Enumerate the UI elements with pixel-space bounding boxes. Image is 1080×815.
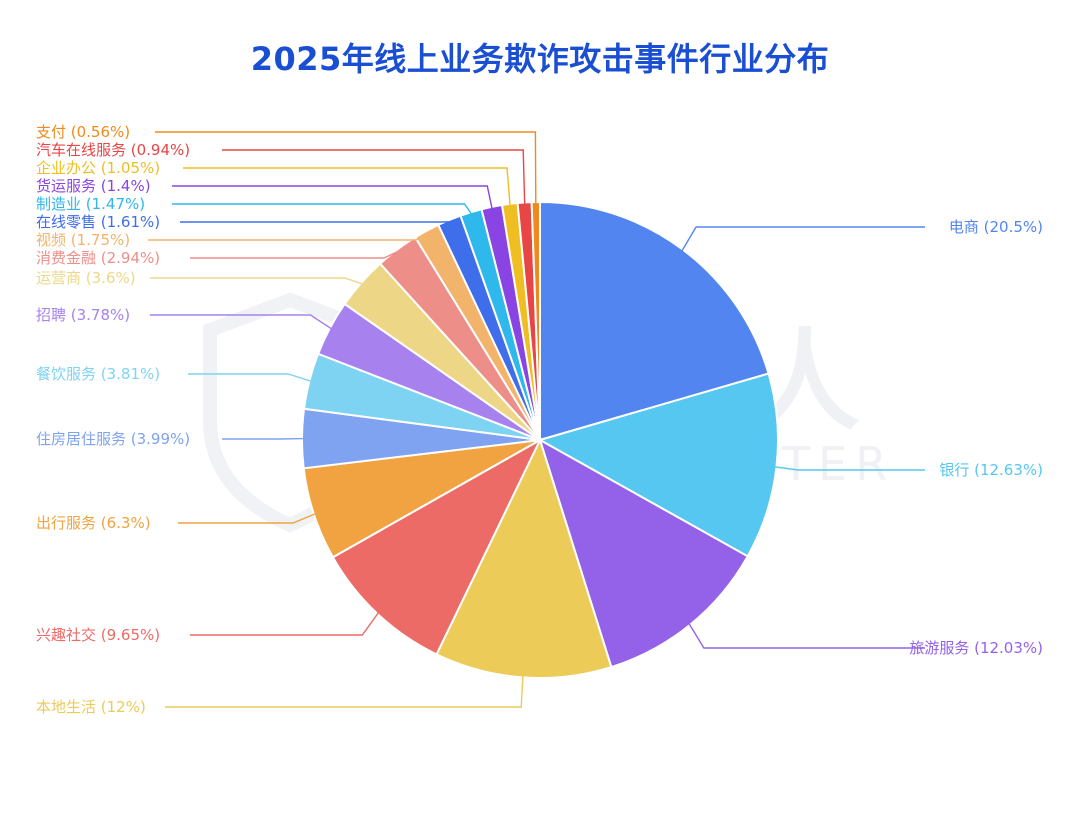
slice-label: 本地生活 (12%) <box>36 698 146 716</box>
slice-label: 在线零售 (1.61%) <box>36 213 160 231</box>
slice-label: 招聘 (3.78%) <box>36 306 130 324</box>
leader-line <box>165 675 524 708</box>
slice-label: 运营商 (3.6%) <box>36 269 136 287</box>
slice-label: 企业办公 (1.05%) <box>36 159 160 177</box>
leader-line <box>188 373 312 383</box>
leader-line <box>178 512 317 524</box>
leader-line <box>190 250 399 259</box>
slice-label: 电商 (20.5%) <box>949 218 1043 236</box>
leader-line <box>688 622 925 649</box>
slice-label: 汽车在线服务 (0.94%) <box>36 141 190 159</box>
leader-line <box>190 611 380 636</box>
pie-slices <box>301 200 779 679</box>
slice-label: 餐饮服务 (3.81%) <box>36 365 160 383</box>
slice-label: 旅游服务 (12.03%) <box>909 639 1043 657</box>
slice-label: 出行服务 (6.3%) <box>36 514 151 532</box>
slice-label: 支付 (0.56%) <box>36 123 130 141</box>
slice-label: 货运服务 (1.4%) <box>36 177 151 195</box>
leader-line <box>148 231 428 241</box>
leader-line <box>681 226 925 252</box>
slice-label: 视频 (1.75%) <box>36 231 130 249</box>
slice-label: 住房居住服务 (3.99%) <box>36 430 190 448</box>
pie-labels: 电商 (20.5%) 银行 (12.63%) 旅游服务 (12.03%) 本地生活 (… <box>36 123 1043 716</box>
leader-line <box>150 314 333 330</box>
leader-line <box>155 131 537 205</box>
leader-line <box>222 149 526 205</box>
slice-label: 兴趣社交 (9.65%) <box>36 626 160 644</box>
slice-label: 消费金融 (2.94%) <box>36 249 160 267</box>
leader-line <box>172 203 473 215</box>
chart-title: 2025年线上业务欺诈攻击事件行业分布 <box>250 40 830 78</box>
slice-label: 制造业 (1.47%) <box>36 195 145 213</box>
leader-line <box>172 185 493 210</box>
slice-label: 银行 (12.63%) <box>939 461 1043 479</box>
leader-line <box>774 466 925 471</box>
leader-line <box>150 277 364 285</box>
leader-line <box>183 167 511 206</box>
